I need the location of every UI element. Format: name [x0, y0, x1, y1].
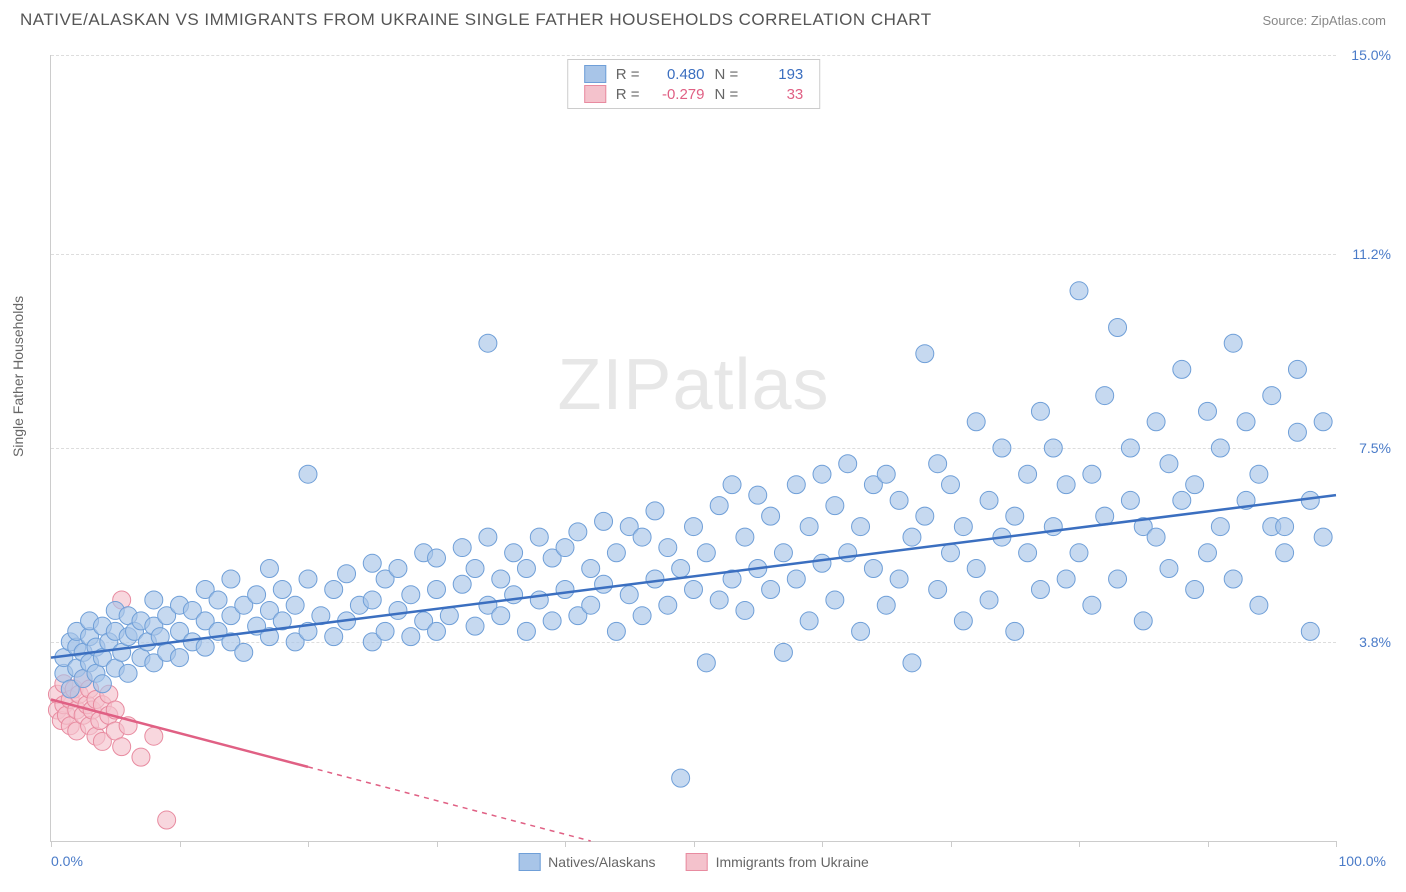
stats-row-pink: R = -0.279 N = 33 [584, 84, 804, 104]
swatch-pink [584, 85, 606, 103]
legend-label-blue: Natives/Alaskans [548, 854, 655, 870]
swatch-blue [584, 65, 606, 83]
y-axis-title: Single Father Households [10, 295, 26, 456]
n-value-pink: 33 [748, 86, 803, 103]
chart-source: Source: ZipAtlas.com [1262, 13, 1386, 28]
n-value-blue: 193 [748, 66, 803, 83]
r-value-pink: -0.279 [650, 86, 705, 103]
chart-container: Single Father Households ZIPatlas 3.8%7.… [50, 55, 1336, 842]
n-label: N = [715, 86, 739, 103]
r-value-blue: 0.480 [650, 66, 705, 83]
legend-item-blue: Natives/Alaskans [518, 853, 655, 871]
legend-swatch-pink [686, 853, 708, 871]
x-axis-min-label: 0.0% [51, 853, 83, 869]
stats-legend-box: R = 0.480 N = 193 R = -0.279 N = 33 [567, 59, 821, 109]
legend-label-pink: Immigrants from Ukraine [716, 854, 869, 870]
stats-row-blue: R = 0.480 N = 193 [584, 64, 804, 84]
chart-title: NATIVE/ALASKAN VS IMMIGRANTS FROM UKRAIN… [20, 10, 932, 30]
x-axis-max-label: 100.0% [1339, 853, 1386, 869]
r-label: R = [616, 66, 640, 83]
bottom-legend: Natives/Alaskans Immigrants from Ukraine [518, 853, 869, 871]
r-label: R = [616, 86, 640, 103]
n-label: N = [715, 66, 739, 83]
plot-area: ZIPatlas 3.8%7.5%11.2%15.0% R = 0.480 N … [50, 55, 1336, 842]
legend-swatch-blue [518, 853, 540, 871]
chart-header: NATIVE/ALASKAN VS IMMIGRANTS FROM UKRAIN… [0, 0, 1406, 34]
legend-item-pink: Immigrants from Ukraine [686, 853, 869, 871]
scatter-plot [51, 55, 1336, 841]
